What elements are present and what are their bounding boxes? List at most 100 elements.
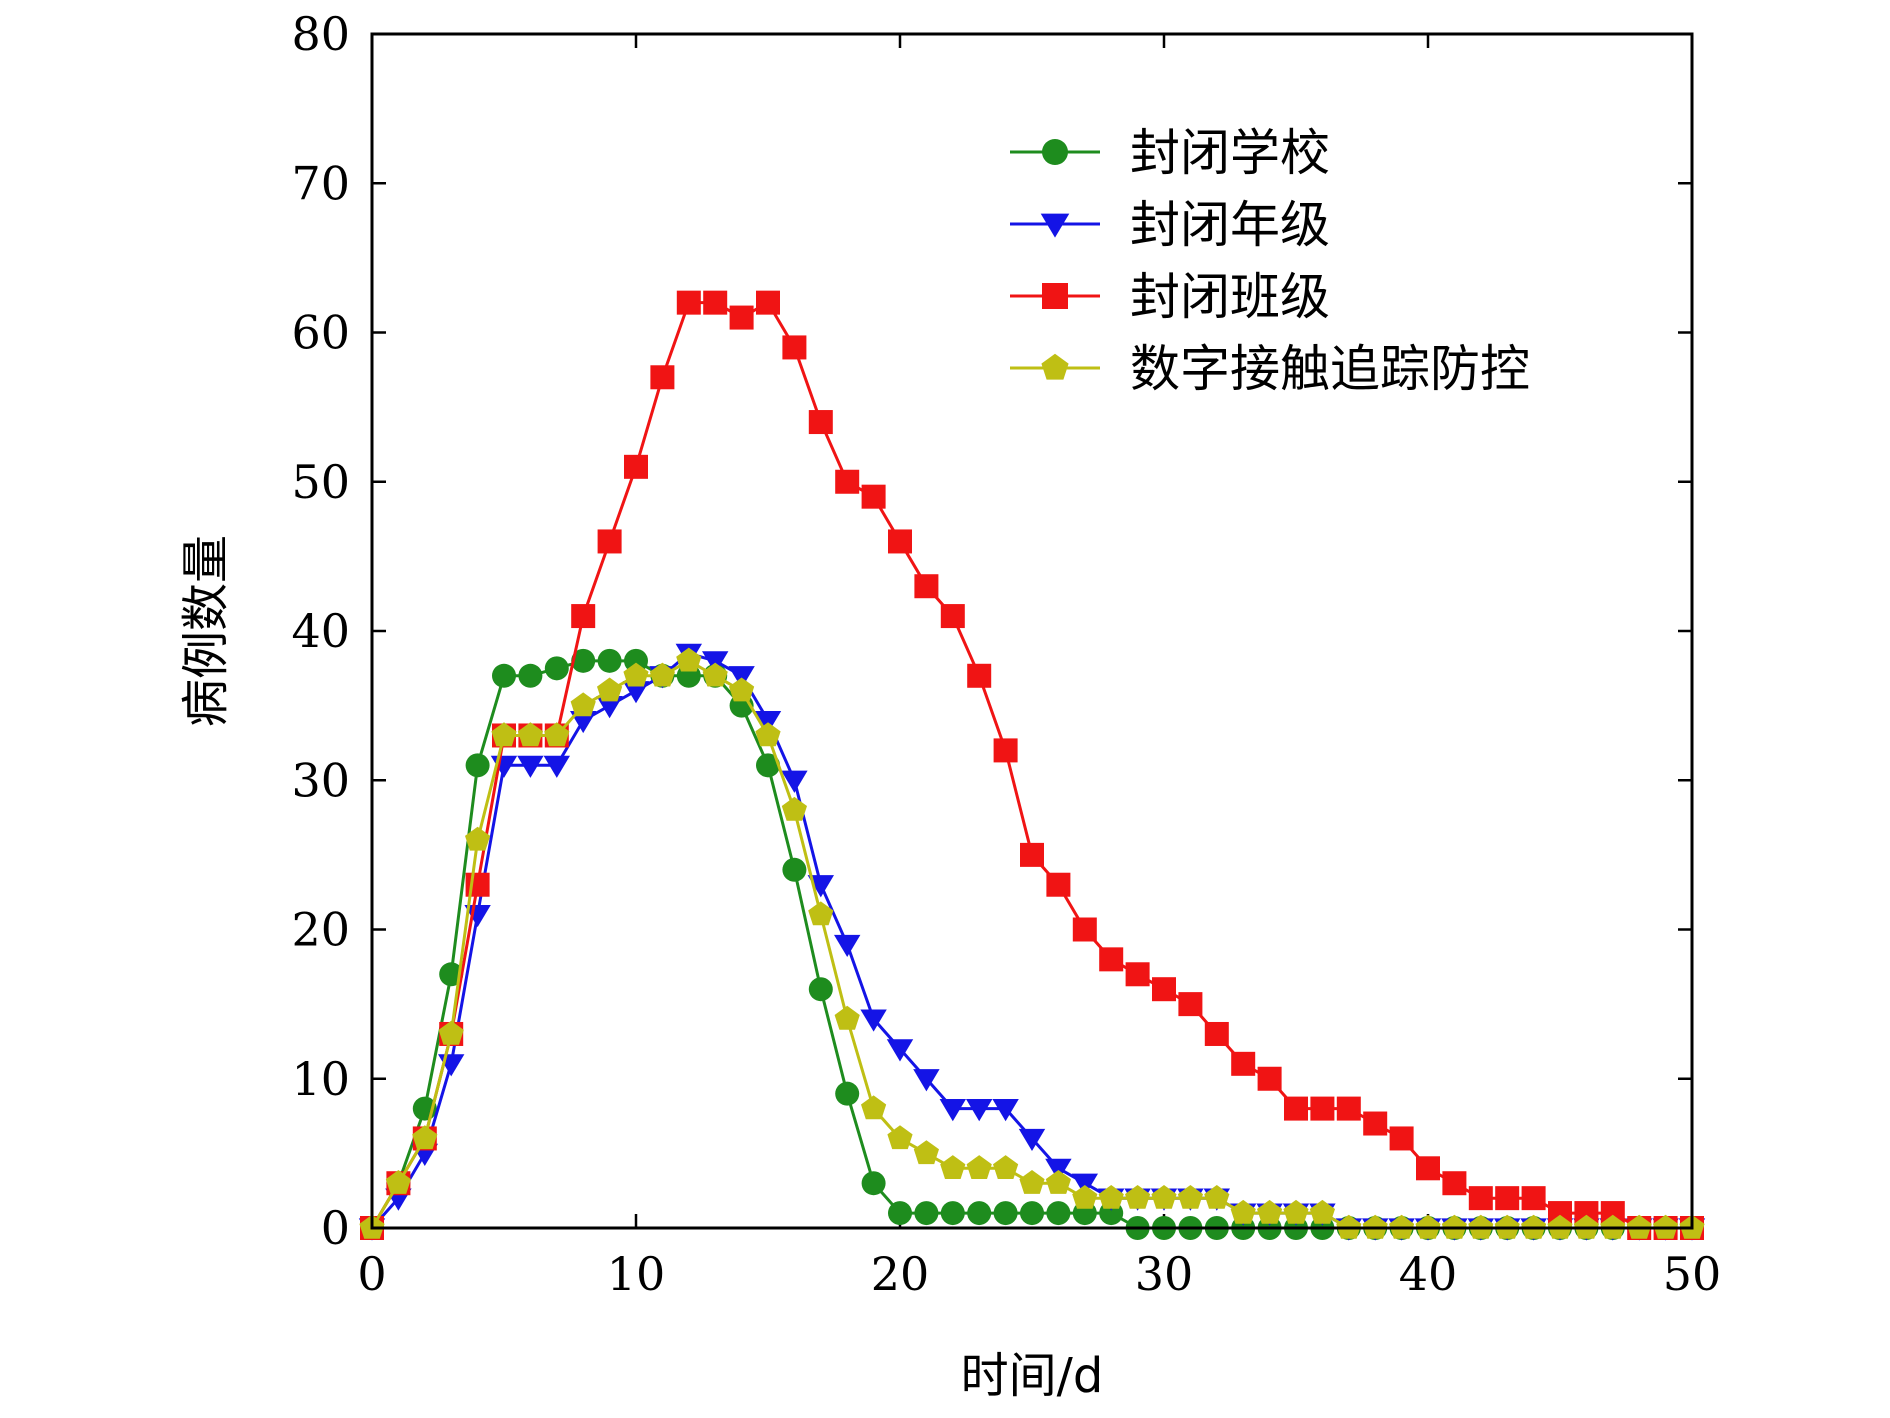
data-point bbox=[808, 901, 834, 926]
data-point bbox=[1152, 977, 1176, 1002]
data-point bbox=[1204, 1021, 1229, 1046]
data-point bbox=[913, 1069, 940, 1092]
data-point bbox=[729, 677, 755, 702]
data-point bbox=[597, 529, 622, 554]
data-point bbox=[939, 1099, 966, 1122]
data-point bbox=[756, 753, 780, 778]
data-point bbox=[1257, 1066, 1282, 1091]
data-point bbox=[1521, 1186, 1546, 1211]
data-point bbox=[1098, 1185, 1124, 1209]
x-tick-label: 20 bbox=[871, 1247, 930, 1301]
data-point bbox=[491, 722, 517, 747]
data-point bbox=[464, 904, 491, 928]
data-point bbox=[517, 722, 543, 747]
data-point bbox=[676, 290, 701, 315]
data-point bbox=[807, 875, 834, 898]
data-point bbox=[1309, 1199, 1335, 1224]
data-point bbox=[914, 1201, 939, 1226]
data-point bbox=[808, 410, 833, 435]
data-point bbox=[412, 1125, 438, 1150]
data-point bbox=[649, 662, 675, 687]
data-point bbox=[570, 692, 596, 717]
y-tick-label: 20 bbox=[291, 903, 350, 957]
data-point bbox=[992, 1099, 1019, 1122]
y-tick-label: 80 bbox=[291, 7, 350, 61]
data-point bbox=[1231, 1051, 1256, 1076]
data-point bbox=[834, 934, 861, 958]
y-tick-label: 70 bbox=[291, 156, 350, 210]
data-point bbox=[624, 454, 648, 479]
data-point bbox=[1442, 1171, 1467, 1196]
data-point bbox=[966, 1155, 992, 1179]
data-point bbox=[1018, 1128, 1046, 1152]
data-point bbox=[676, 647, 702, 672]
y-tick-label: 10 bbox=[291, 1052, 350, 1106]
data-point bbox=[1019, 1170, 1045, 1194]
data-point bbox=[571, 604, 596, 629]
data-point bbox=[940, 604, 965, 629]
data-point bbox=[729, 305, 754, 330]
data-point bbox=[1284, 1096, 1308, 1121]
data-point bbox=[702, 662, 728, 687]
legend-label: 数字接触追踪防控 bbox=[1130, 340, 1530, 398]
data-point bbox=[623, 662, 649, 687]
data-point bbox=[1363, 1111, 1388, 1136]
data-point bbox=[570, 710, 597, 734]
data-point bbox=[967, 663, 992, 688]
data-point bbox=[438, 1020, 464, 1045]
data-point bbox=[597, 648, 622, 673]
data-point bbox=[808, 977, 833, 1002]
data-point bbox=[781, 770, 808, 793]
x-axis-title: 时间/d bbox=[961, 1348, 1104, 1404]
tick-labels: 0 10 20 30 40 50 0 10 20 30 40 50 60 70 80 bbox=[291, 7, 1721, 1301]
data-point bbox=[888, 529, 912, 554]
legend-item: 封闭年级 bbox=[1010, 196, 1330, 254]
data-point bbox=[861, 1171, 886, 1196]
data-point bbox=[1310, 1096, 1335, 1121]
data-point bbox=[1204, 1185, 1230, 1209]
legend-swatch-marker bbox=[1042, 283, 1068, 309]
data-point bbox=[1072, 1185, 1098, 1209]
data-point bbox=[1046, 872, 1071, 897]
data-point bbox=[967, 1201, 992, 1226]
x-tick-label: 50 bbox=[1663, 1247, 1722, 1301]
data-point bbox=[1072, 917, 1097, 942]
data-point bbox=[1046, 1201, 1071, 1226]
data-point bbox=[1020, 842, 1044, 867]
data-point bbox=[703, 290, 728, 315]
legend-swatch-marker bbox=[1042, 139, 1068, 165]
data-point bbox=[1177, 1185, 1203, 1209]
data-point bbox=[1151, 1185, 1177, 1209]
data-point bbox=[728, 666, 755, 689]
data-point bbox=[834, 1005, 860, 1030]
legend-item: 数字接触追踪防控 bbox=[1010, 340, 1530, 398]
data-point bbox=[835, 469, 860, 494]
legend-swatch-marker bbox=[1040, 213, 1070, 238]
data-point bbox=[993, 738, 1018, 763]
data-point bbox=[702, 651, 729, 674]
y-tick-label: 50 bbox=[291, 455, 350, 509]
data-point bbox=[571, 648, 596, 673]
legend-label: 封闭学校 bbox=[1130, 124, 1330, 182]
series-line bbox=[370, 301, 1692, 1230]
data-point bbox=[1125, 1185, 1151, 1209]
data-point bbox=[544, 722, 570, 747]
data-point bbox=[1495, 1186, 1520, 1211]
data-point bbox=[1283, 1199, 1309, 1224]
data-point bbox=[754, 710, 782, 734]
data-point bbox=[624, 648, 648, 673]
data-point bbox=[465, 826, 491, 851]
legend-item: 封闭班级 bbox=[1010, 268, 1330, 326]
data-point bbox=[913, 1140, 939, 1165]
legend-swatch-marker bbox=[1041, 353, 1069, 380]
data-point bbox=[1468, 1186, 1493, 1211]
data-point bbox=[755, 722, 781, 747]
data-point bbox=[597, 677, 623, 702]
data-point bbox=[1257, 1199, 1283, 1224]
data-point bbox=[1416, 1156, 1440, 1181]
data-point bbox=[1071, 1173, 1098, 1196]
data-point bbox=[993, 1201, 1018, 1226]
data-point bbox=[756, 290, 780, 315]
